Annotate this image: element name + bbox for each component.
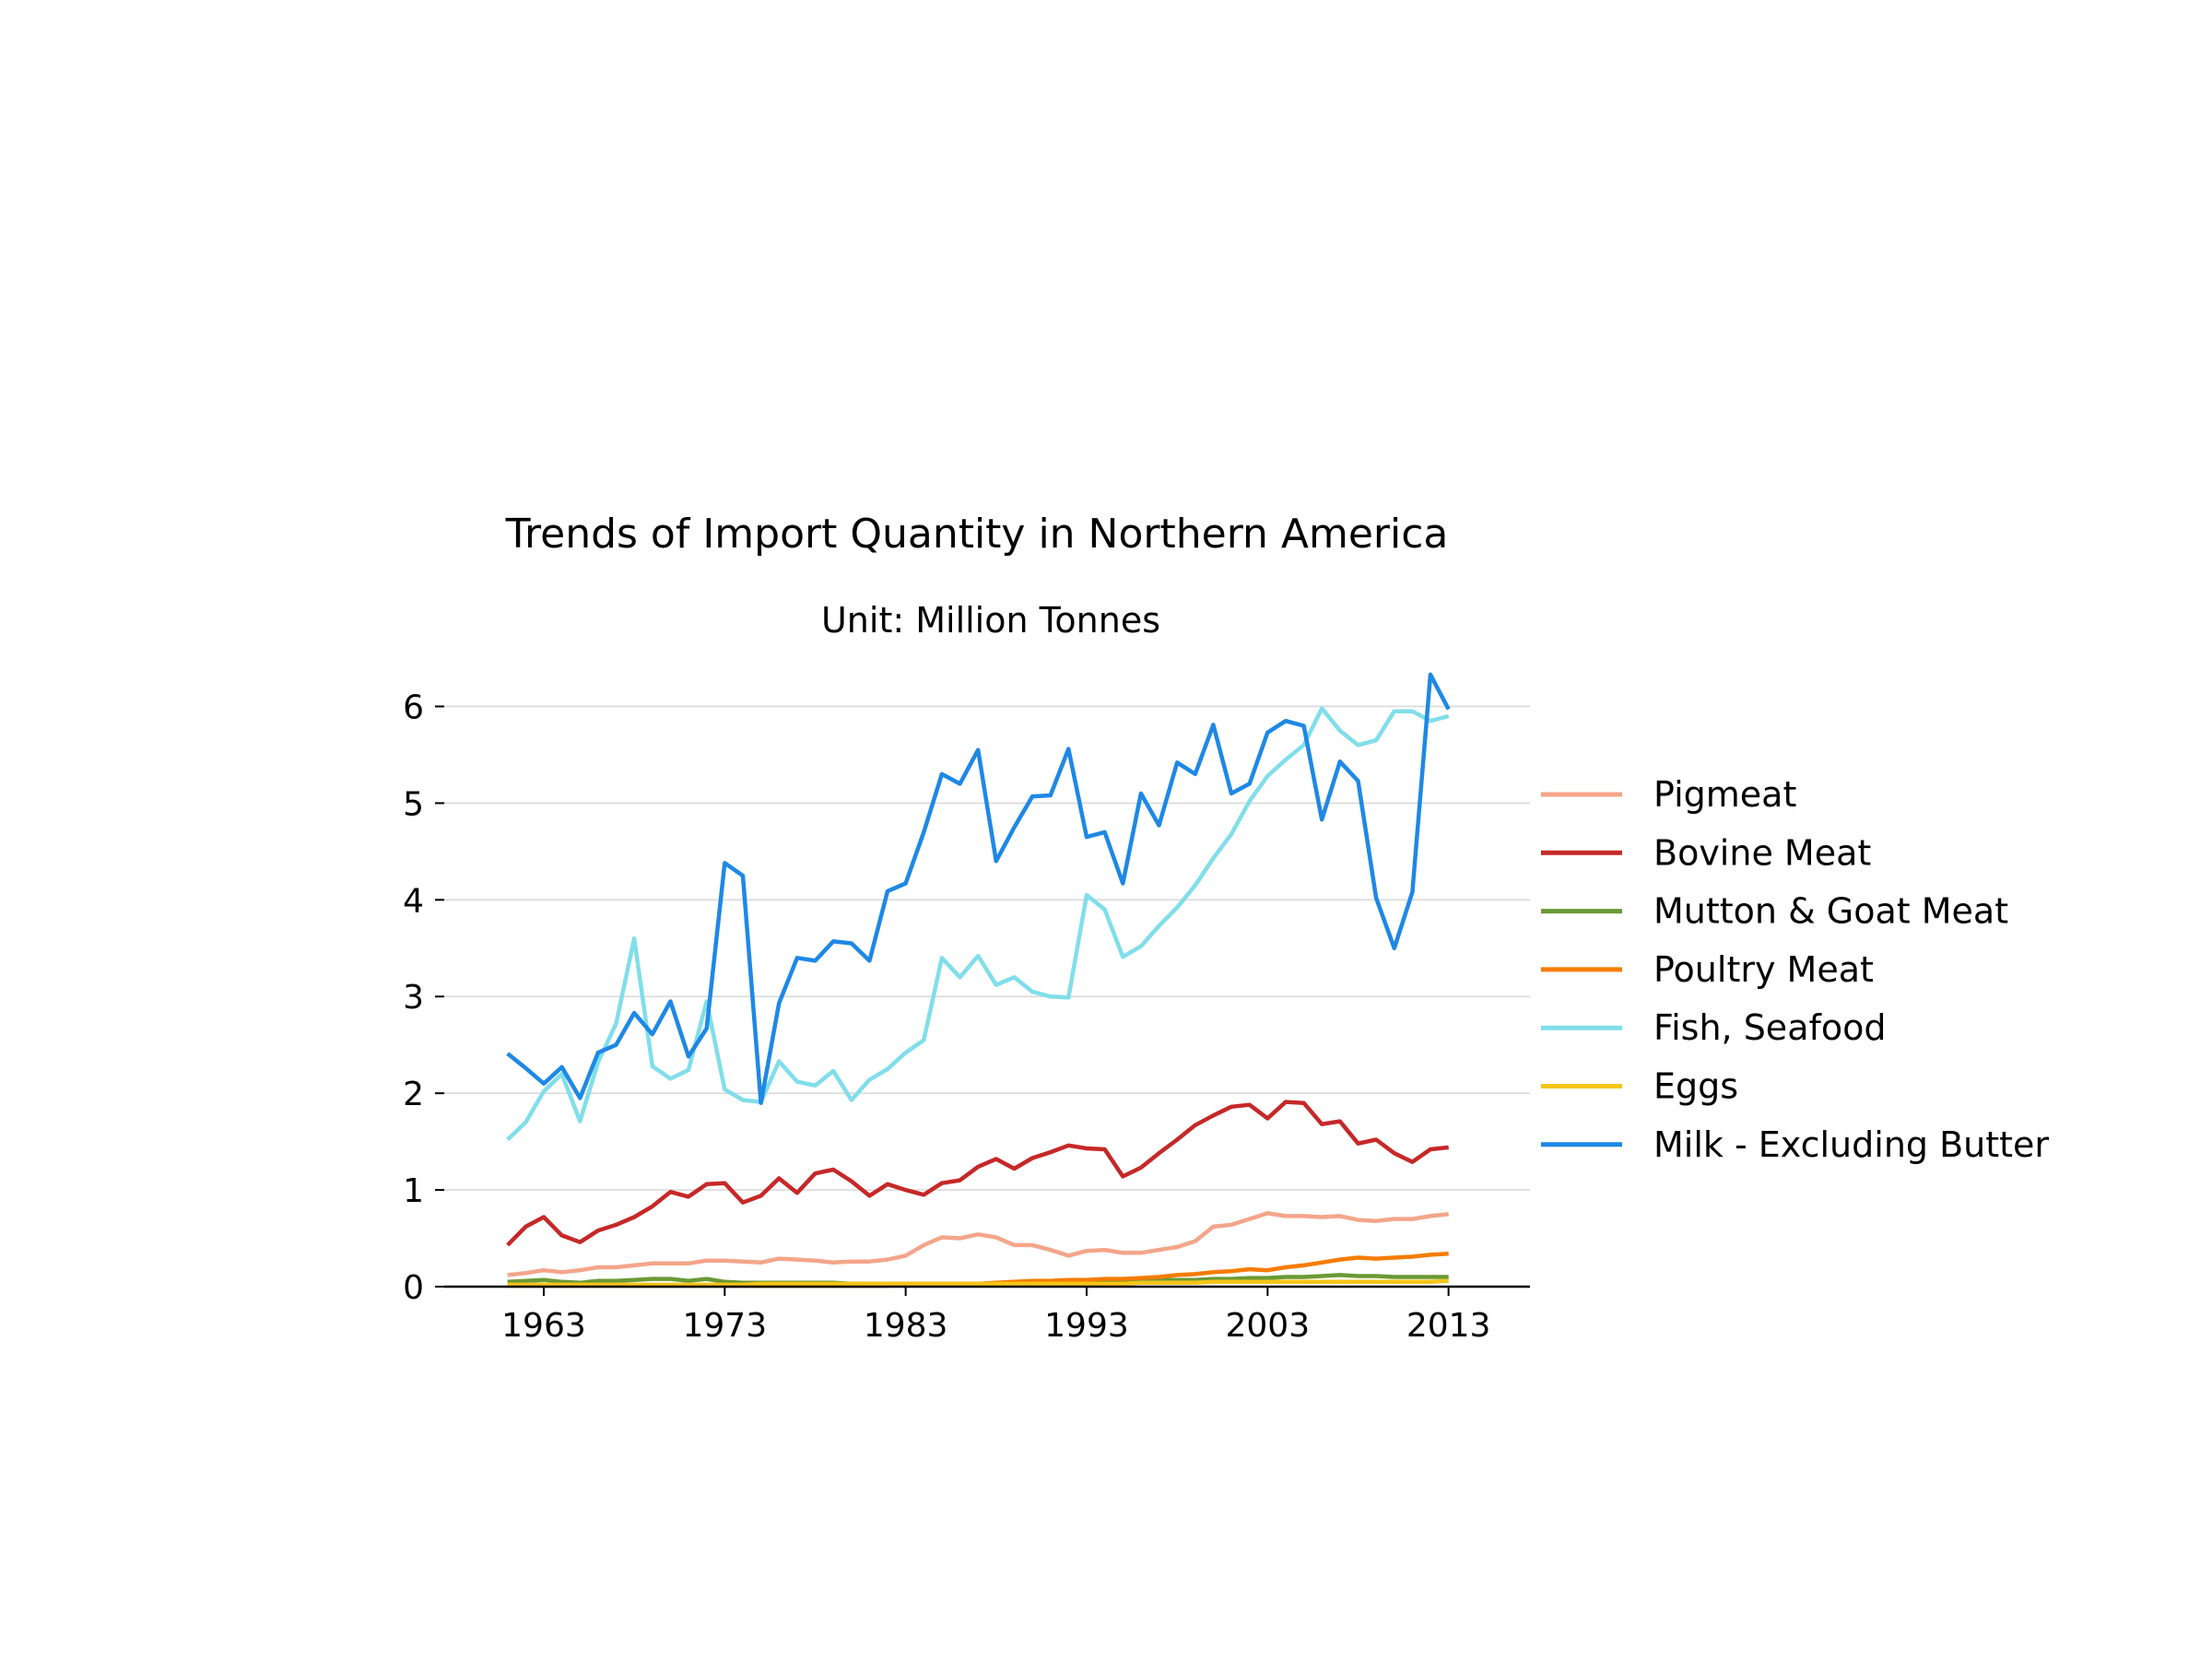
legend-label-fish-seafood: Fish, Seafood	[1653, 1007, 1886, 1048]
legend-label-milk-excluding-butter: Milk - Excluding Butter	[1653, 1124, 2049, 1165]
series-line-fish-seafood	[506, 706, 1450, 1142]
chart-subtitle: Unit: Million Tonnes	[821, 600, 1160, 641]
legend-label-poultry-meat: Poultry Meat	[1653, 949, 1874, 990]
series-lines	[506, 672, 1451, 1288]
y-tick-label: 3	[403, 979, 424, 1017]
legend-label-pigmeat: Pigmeat	[1653, 774, 1796, 815]
chart-title: Trends of Import Quantity in Northern Am…	[505, 511, 1449, 558]
y-tick-label: 2	[403, 1076, 424, 1113]
x-tick-label: 1963	[501, 1307, 586, 1345]
y-tick-label: 0	[403, 1269, 424, 1307]
legend-label-mutton-goat-meat: Mutton & Goat Meat	[1653, 891, 2008, 932]
x-tick-label: 2003	[1226, 1307, 1311, 1345]
legend: Pigmeat Bovine Meat Mutton & Goat Meat Poul…	[1541, 774, 2049, 1165]
y-tick-label: 5	[403, 785, 424, 823]
legend-label-bovine-meat: Bovine Meat	[1653, 832, 1871, 873]
series-line-eggs	[507, 1278, 1449, 1288]
y-tick-label: 6	[403, 688, 424, 726]
x-tick-label: 2013	[1406, 1307, 1491, 1345]
series-line-pigmeat	[507, 1211, 1449, 1277]
series-line-milk-excluding-butter	[506, 672, 1451, 1105]
legend-label-eggs: Eggs	[1653, 1066, 1738, 1107]
y-tick-label: 1	[403, 1172, 424, 1210]
x-tick-label: 1993	[1044, 1307, 1129, 1345]
x-tick-label: 1983	[864, 1307, 948, 1345]
axes: 0 1 2 3 4 5 6 1963 1973 1983 1993 2003 2013	[403, 688, 1530, 1345]
series-line-bovine-meat	[506, 1100, 1449, 1247]
y-tick-label: 4	[403, 882, 424, 920]
x-tick-label: 1973	[683, 1307, 768, 1345]
